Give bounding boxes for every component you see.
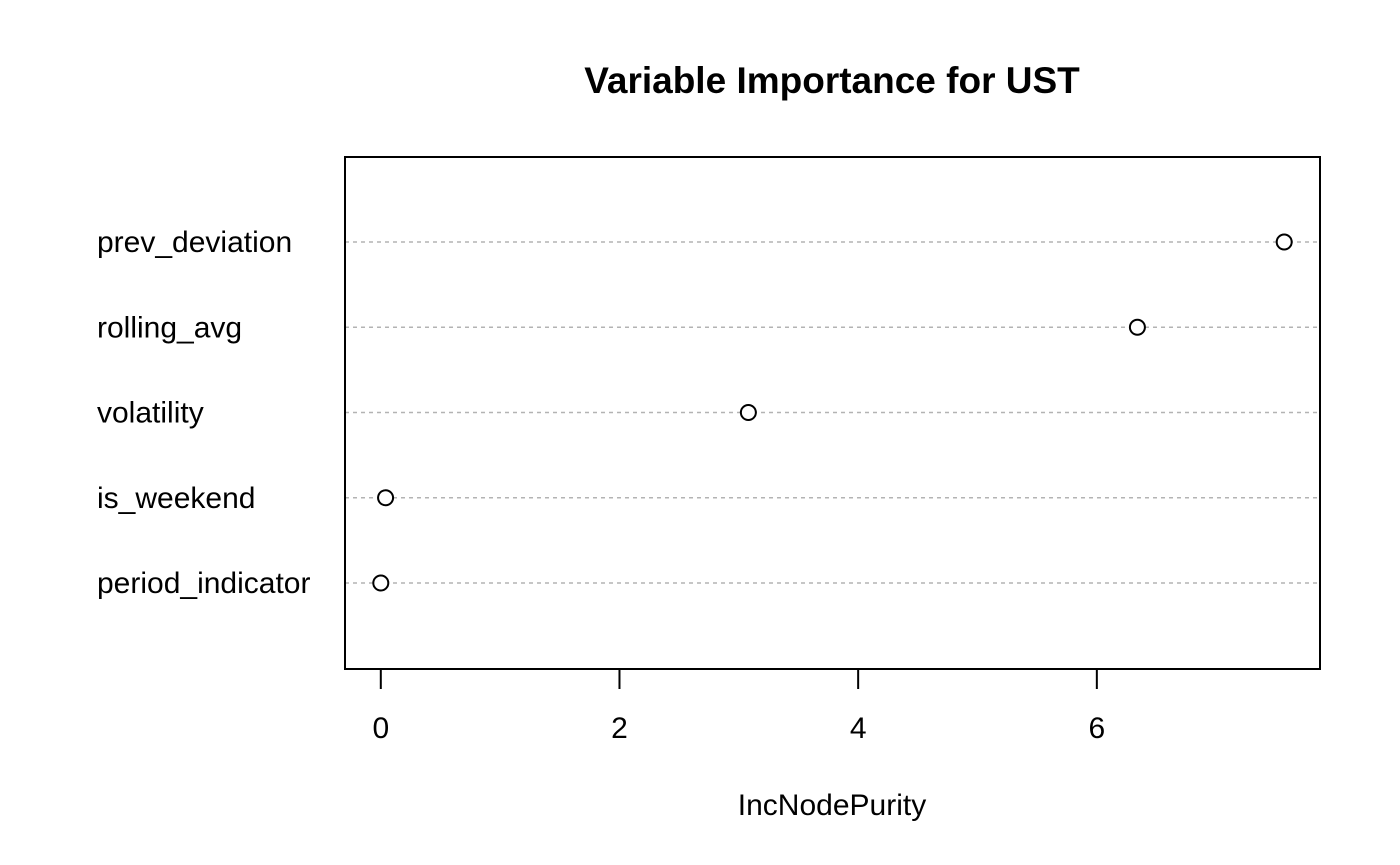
data-point bbox=[739, 404, 757, 421]
chart-title: Variable Importance for UST bbox=[584, 60, 1080, 101]
x-axis-label: IncNodePurity bbox=[738, 789, 926, 822]
variable-label: period_indicator bbox=[97, 567, 310, 600]
x-tick-label: 4 bbox=[850, 712, 867, 745]
variable-label: volatility bbox=[97, 397, 204, 430]
variable-label: is_weekend bbox=[97, 482, 255, 515]
data-point bbox=[377, 489, 395, 507]
x-tick-label: 6 bbox=[1088, 712, 1105, 745]
x-tick-label: 2 bbox=[611, 712, 628, 745]
variable-label: rolling_avg bbox=[97, 311, 242, 344]
grid-lines bbox=[345, 241, 1320, 584]
data-point bbox=[372, 574, 390, 592]
x-axis: 0 2 4 6 bbox=[372, 668, 1105, 745]
variable-labels: prev_deviation rolling_avg volatility is_we… bbox=[97, 226, 310, 600]
data-points bbox=[372, 233, 1293, 592]
data-point bbox=[1128, 318, 1146, 336]
data-point bbox=[1275, 233, 1293, 251]
x-tick-label: 0 bbox=[372, 712, 389, 745]
variable-label: prev_deviation bbox=[97, 226, 292, 259]
